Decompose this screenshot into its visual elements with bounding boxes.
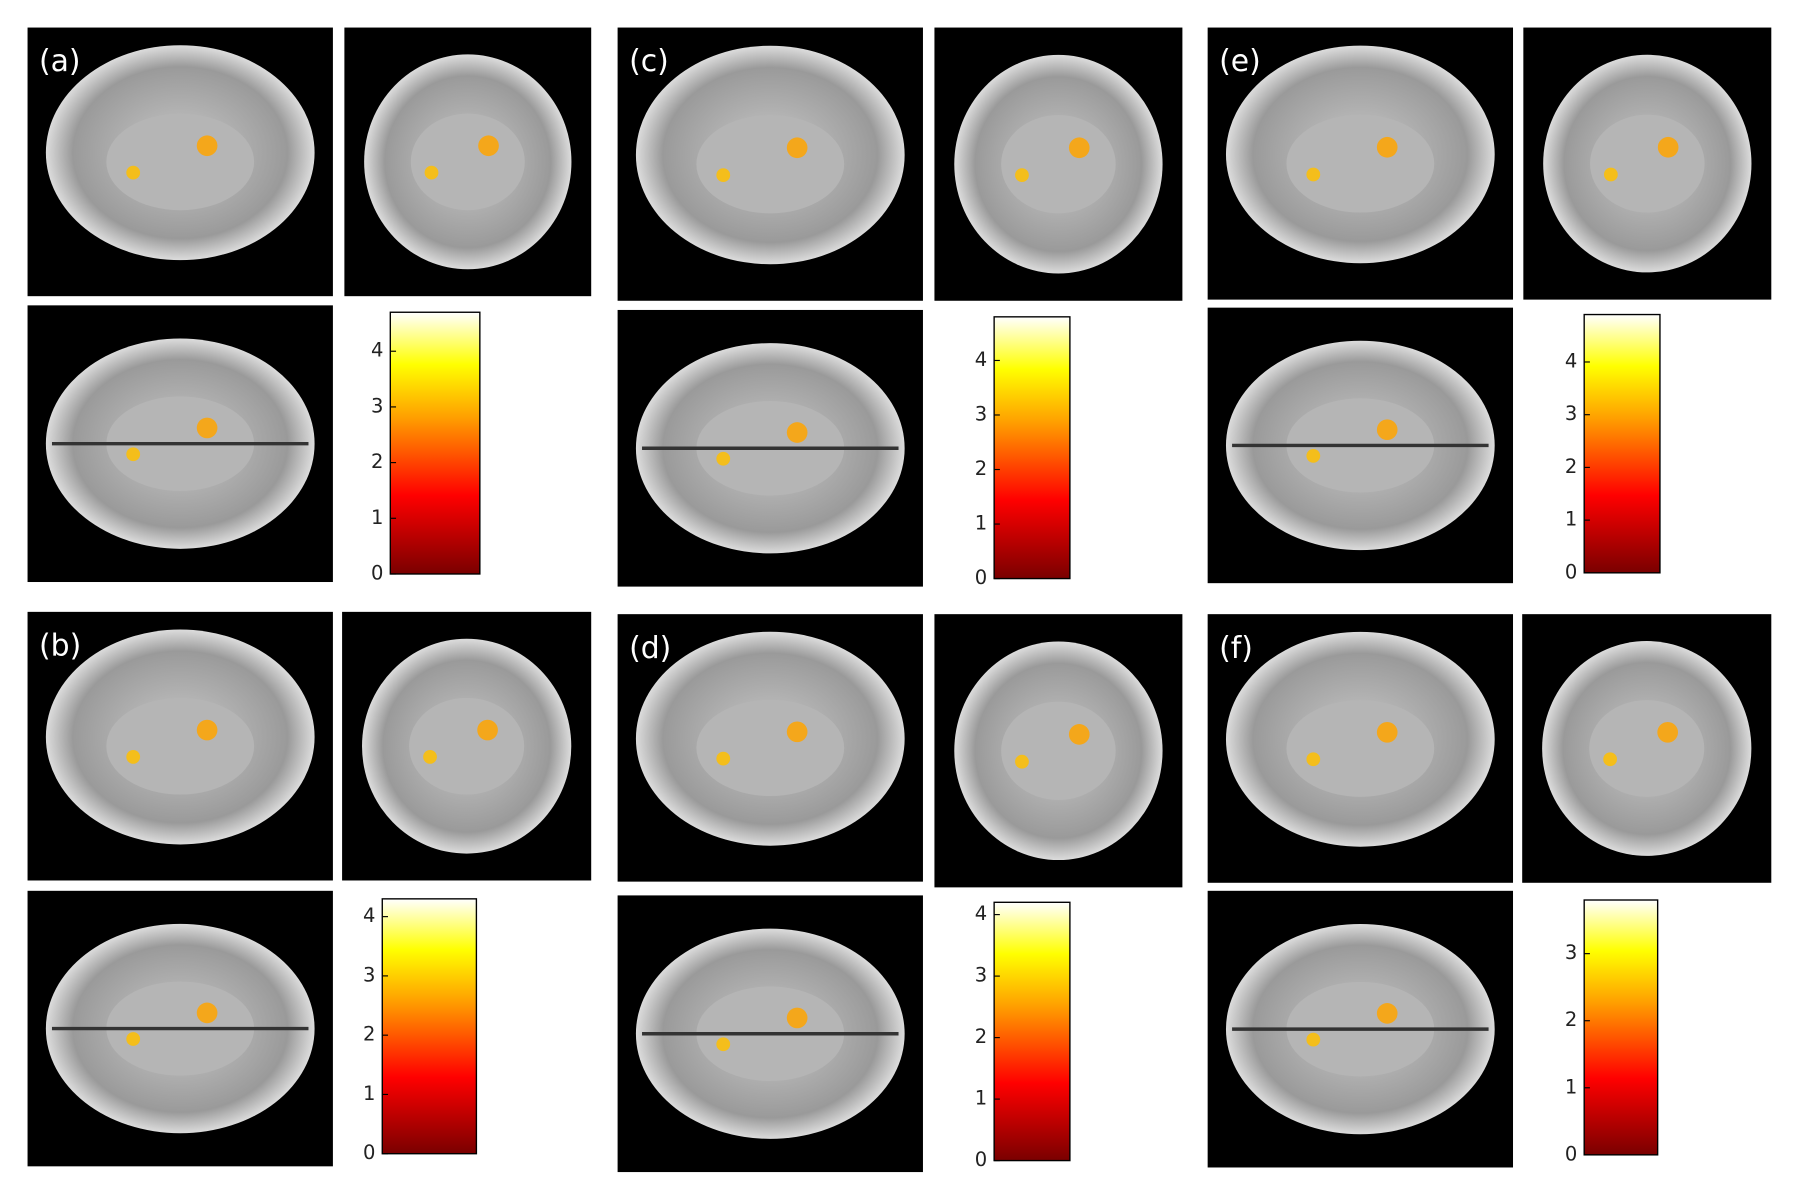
brain-inner — [1001, 114, 1116, 214]
tick-label: 0 — [363, 1141, 375, 1164]
brain-inner — [106, 113, 255, 211]
tick-label: 0 — [371, 561, 383, 584]
brain-inner — [1589, 700, 1705, 797]
activation — [716, 1037, 731, 1052]
tick-label: 4 — [1565, 349, 1577, 372]
colorbar — [1583, 313, 1661, 574]
activation — [1068, 724, 1090, 745]
activation — [1376, 722, 1398, 743]
panel-label: (c) — [629, 44, 669, 79]
brain-inner — [1001, 701, 1116, 800]
panel-label: (a) — [39, 44, 81, 79]
activation — [1603, 752, 1618, 767]
tick-label: 3 — [975, 402, 987, 425]
activation — [1657, 136, 1679, 158]
tick-label: 4 — [371, 339, 383, 362]
tick-label: 2 — [1565, 1008, 1577, 1031]
brain-inner — [106, 697, 255, 795]
tick-label: 2 — [1565, 455, 1577, 478]
activation — [1376, 419, 1398, 441]
panel-label: (b) — [39, 628, 81, 663]
activation — [478, 135, 499, 157]
colorbar — [381, 898, 478, 1155]
activation — [786, 137, 808, 159]
tick-label: 2 — [363, 1023, 375, 1046]
activation — [1376, 136, 1398, 158]
tick-label: 0 — [975, 1148, 987, 1171]
tick-label: 1 — [975, 512, 987, 535]
tick-label: 1 — [975, 1087, 987, 1110]
activation — [1376, 1003, 1398, 1024]
tick-label: 4 — [363, 904, 375, 927]
activation — [126, 750, 141, 764]
brain-inner — [410, 113, 525, 211]
activation — [1306, 752, 1321, 767]
panel-label: (d) — [629, 631, 671, 666]
tick-label: 1 — [371, 506, 383, 529]
brain-inner — [696, 114, 845, 214]
activation — [477, 719, 498, 741]
brain-inner — [1286, 700, 1435, 797]
activation — [196, 1002, 218, 1024]
brain-inner — [409, 697, 525, 795]
tick-label: 0 — [1565, 1142, 1577, 1165]
activation — [196, 719, 218, 741]
brain-inner — [1286, 114, 1435, 213]
activation — [1657, 722, 1679, 743]
colorbar — [389, 311, 481, 575]
panel-label: (e) — [1219, 44, 1261, 79]
tick-label: 3 — [363, 963, 375, 986]
activation — [716, 451, 731, 466]
activation — [786, 1007, 808, 1029]
activation — [1015, 754, 1029, 769]
activation — [126, 1032, 141, 1046]
activation — [126, 165, 141, 180]
brain-inner — [696, 699, 845, 797]
tick-label: 2 — [975, 1025, 987, 1048]
tick-label: 3 — [371, 394, 383, 417]
brain-inner — [1590, 114, 1705, 213]
activation — [424, 165, 439, 180]
tick-label: 3 — [975, 964, 987, 987]
activation — [786, 422, 808, 443]
activation — [1306, 167, 1321, 182]
tick-label: 0 — [975, 566, 987, 589]
activation — [1306, 448, 1321, 463]
tick-label: 0 — [1565, 560, 1577, 583]
tick-label: 1 — [1565, 1075, 1577, 1098]
activation — [423, 750, 437, 764]
activation — [196, 135, 218, 157]
activation — [786, 721, 808, 743]
activation — [716, 168, 731, 182]
tick-label: 4 — [975, 902, 987, 925]
tick-label: 1 — [363, 1082, 375, 1105]
activation — [1068, 137, 1090, 159]
activation — [1603, 167, 1618, 182]
tick-label: 1 — [1565, 508, 1577, 531]
panel-label: (f) — [1219, 631, 1253, 666]
activation — [716, 751, 731, 766]
activation — [196, 417, 218, 439]
colorbar — [993, 901, 1071, 1162]
tick-label: 2 — [975, 457, 987, 480]
activation — [1015, 168, 1029, 182]
activation — [126, 447, 141, 462]
activation — [1306, 1032, 1321, 1047]
colorbar — [993, 316, 1071, 580]
tick-label: 3 — [1565, 402, 1577, 425]
tick-label: 3 — [1565, 941, 1577, 964]
tick-label: 4 — [975, 348, 987, 371]
colorbar — [1583, 899, 1659, 1156]
tick-label: 2 — [371, 450, 383, 473]
